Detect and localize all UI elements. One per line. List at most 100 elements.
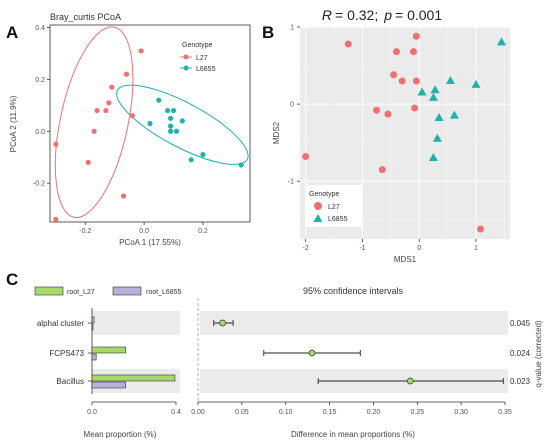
- mds-stat-r-value: = 0.32;: [335, 7, 378, 23]
- mds-point-l27-12: [476, 225, 484, 233]
- ci-title: 95% confidence intervals: [303, 286, 404, 296]
- pcoa-frame: [49, 24, 251, 223]
- legend-swatch-root-l27: [34, 286, 64, 296]
- category-label-2: Bacillus: [56, 377, 84, 386]
- difference-tick-label: 0.20: [367, 409, 381, 416]
- mds-x-tick-label: 0: [417, 245, 421, 252]
- mds-stat-r-label: R: [322, 7, 332, 23]
- ci-point-1: [308, 349, 316, 357]
- mds-point-l27-7: [373, 106, 381, 114]
- pcoa-point-l6855-1: [165, 107, 171, 114]
- pcoa-point-l6855-10: [188, 157, 194, 163]
- pcoa-point-l27-6: [91, 128, 97, 134]
- legend-label-root-l6855: root_L6855: [146, 289, 182, 296]
- mds-point-l6855-6: [434, 112, 444, 121]
- pcoa-point-l27-9: [85, 159, 91, 165]
- pcoa-point-l27-4: [103, 107, 109, 114]
- ci-point-0: [219, 319, 226, 327]
- row-band-right: [200, 311, 508, 335]
- category-label-0: alphal cluster: [37, 319, 84, 328]
- mds-point-l6855-0: [496, 37, 506, 46]
- mds-stat-title: R = 0.32; p = 0.001: [322, 7, 442, 23]
- mds-point-l6855-4: [471, 79, 481, 88]
- mds-legend-marker-l27: [314, 202, 322, 210]
- row-band-left: [92, 311, 180, 335]
- mds-point-l27-6: [412, 77, 420, 85]
- mds-point-l27-5: [398, 77, 406, 85]
- mds-point-l27-4: [390, 71, 398, 79]
- mds-legend-title: Genotype: [309, 191, 339, 198]
- mds-point-l6855-7: [449, 110, 459, 119]
- legend-label-root-l27: root_L27: [67, 289, 95, 296]
- pcoa-point-l27-8: [53, 141, 59, 147]
- pcoa-point-l27-7: [129, 113, 135, 119]
- c-axis-ticks: 0.0 0.4 0.00 0.05 0.10 0.15 0.20 0.25 0.30 0.35: [87, 401, 512, 416]
- mds-legend: Genotype L27 L6855: [305, 185, 363, 227]
- difference-tick-label: 0.30: [454, 409, 468, 416]
- q-value-axis-label: q-value (corrected): [534, 320, 543, 387]
- mds-point-l27-11: [378, 166, 386, 174]
- mds-point-l27-9: [411, 104, 419, 112]
- q-value-0: 0.045: [510, 319, 531, 328]
- mds-stat-p-value: = 0.001: [395, 7, 442, 23]
- mds-legend-label-l6855: L6855: [328, 216, 348, 223]
- bar-root-l27-0: [91, 316, 95, 324]
- mds-point-l6855-8: [432, 133, 442, 142]
- pcoa-ellipses: [54, 26, 249, 219]
- legend-swatch-root-l6855: [112, 286, 142, 296]
- category-labels: alphal cluster 0.045 FCPS473 0.024 Bacillus 0…: [37, 319, 531, 386]
- pcoa-point-l6855-5: [147, 120, 153, 127]
- mean-proportion-tick-label: 0.4: [171, 409, 181, 416]
- pcoa-point-l6855-0: [156, 97, 162, 103]
- pcoa-point-l27-10: [120, 193, 127, 199]
- pcoa-ticks: -0.2 0.0 0.2 -0.2 0.0 0.2 0.4: [33, 25, 208, 235]
- mds-y-tick-label: 1: [290, 25, 294, 32]
- mds-point-l27-1: [412, 32, 420, 40]
- mds-point-l27-3: [410, 48, 418, 56]
- mds-y-tick-label: 0: [290, 102, 294, 109]
- pcoa-point-l27-0: [138, 48, 144, 54]
- extended-error-bar-plot: root_L27 root_L6855 95% confidence inter…: [34, 286, 543, 439]
- mds-x-tick-label: -2: [303, 245, 309, 252]
- mds-stat-p-label: p: [383, 7, 392, 23]
- mds-point-l27-8: [384, 110, 392, 118]
- mds-points: [302, 32, 506, 233]
- pcoa-point-l6855-6: [167, 123, 174, 129]
- difference-tick-label: 0.15: [323, 409, 337, 416]
- mds-y-tick-label: -1: [288, 179, 294, 186]
- mds-x-tick-label: -1: [359, 245, 365, 252]
- bar-root-l6855-1: [91, 353, 97, 361]
- mean-proportion-tick-label: 0.0: [87, 409, 97, 416]
- pcoa-legend-title: Genotype: [182, 42, 212, 49]
- pcoa-legend-marker-l6855: [183, 65, 189, 71]
- difference-tick-label: 0.10: [279, 409, 293, 416]
- mds-plot: R = 0.32; p = 0.001 -2 -1 0 1 -1 0 1 MDS1 MDS2 Ge…: [272, 7, 510, 264]
- bar-root-l6855-0: [91, 323, 94, 331]
- q-value-1: 0.024: [510, 349, 531, 358]
- pcoa-title: Bray_curtis PCoA: [50, 12, 121, 22]
- pcoa-x-label: PCoA 1 (17.55%): [119, 238, 181, 247]
- bar-root-l27-2: [91, 374, 176, 382]
- mds-legend-marker-l6855: [313, 214, 323, 222]
- bar-root-l27-1: [91, 346, 126, 354]
- pcoa-plot: Bray_curtis PCoA -0.2 0.0 0.2 -0.2 0.0 0.2 0.4…: [9, 12, 251, 247]
- mds-x-label: MDS1: [394, 255, 417, 264]
- pcoa-x-tick-label: -0.2: [79, 228, 91, 235]
- pcoa-point-l6855-11: [238, 162, 244, 168]
- mds-point-l6855-1: [417, 87, 427, 96]
- pcoa-point-l27-2: [109, 84, 115, 90]
- mds-point-l6855-3: [430, 85, 440, 94]
- ci-point-2: [406, 377, 414, 385]
- difference-tick-label: 0.05: [235, 409, 249, 416]
- category-label-1: FCPS473: [49, 349, 84, 358]
- mds-legend-label-l27: L27: [328, 204, 340, 211]
- mean-proportion-x-label: Mean proportion (%): [84, 430, 157, 439]
- panel-label-a: A: [6, 23, 18, 42]
- mds-point-l27-2: [392, 48, 400, 56]
- difference-tick-label: 0.35: [498, 409, 512, 416]
- mds-y-label: MDS2: [272, 121, 281, 144]
- pcoa-point-l6855-2: [170, 107, 177, 114]
- pcoa-x-tick-label: 0.0: [139, 228, 149, 235]
- mds-point-l6855-9: [428, 153, 438, 162]
